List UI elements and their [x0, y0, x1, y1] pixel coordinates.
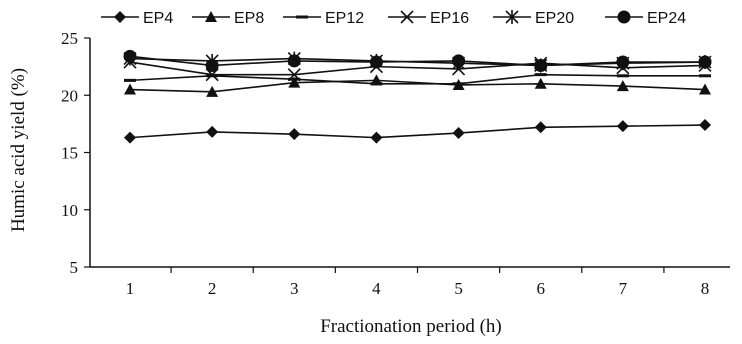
data-point-ep16 — [205, 68, 219, 82]
legend-label-ep20: EP20 — [535, 10, 574, 27]
x-tick-label: 1 — [126, 279, 135, 298]
data-point-ep8 — [206, 85, 219, 97]
legend-item-ep8: EP8 — [192, 10, 264, 27]
data-point-ep4 — [699, 119, 711, 132]
data-point-ep4 — [370, 131, 383, 144]
series-ep24 — [123, 49, 712, 72]
y-tick-label: 25 — [61, 29, 78, 48]
data-point-ep8 — [124, 83, 136, 95]
data-point-ep4 — [124, 131, 136, 144]
x-axis-ticks: 1 2 3 4 5 6 7 8 — [126, 267, 710, 298]
data-point-ep4 — [616, 120, 629, 133]
series-line-ep16 — [129, 61, 706, 76]
legend-marker-ep8 — [205, 11, 217, 22]
legend-label-ep8: EP8 — [234, 10, 264, 27]
series-ep8 — [124, 74, 711, 97]
legend-label-ep16: EP16 — [430, 10, 469, 27]
y-axis-ticks: 5 10 15 20 25 — [61, 29, 90, 277]
data-point-ep24 — [616, 55, 630, 69]
series-group — [123, 49, 712, 144]
y-tick-label: 15 — [61, 144, 78, 163]
data-point-ep24 — [698, 55, 712, 69]
y-tick-label: 20 — [61, 86, 78, 105]
data-point-ep24 — [452, 54, 466, 68]
x-axis-title: Fractionation period (h) — [320, 316, 502, 337]
data-point-ep8 — [616, 80, 629, 92]
x-tick-label: 3 — [290, 279, 299, 298]
legend-marker-ep20 — [505, 10, 519, 24]
legend-label-ep4: EP4 — [143, 10, 173, 27]
series-line-ep24 — [129, 55, 705, 67]
data-point-ep8 — [288, 76, 301, 88]
series-line-ep4 — [129, 124, 706, 139]
series-line-ep12 — [129, 73, 705, 85]
legend-item-ep4: EP4 — [101, 10, 173, 27]
x-tick-label: 4 — [372, 279, 381, 298]
x-tick-label: 2 — [208, 279, 217, 298]
data-point-ep16 — [287, 68, 301, 82]
x-tick-label: 5 — [454, 279, 463, 298]
x-tick-label: 8 — [701, 279, 710, 298]
legend-marker-ep4 — [114, 11, 126, 23]
x-tick-label: 7 — [619, 279, 628, 298]
data-point-ep24 — [123, 49, 137, 63]
data-point-ep24 — [534, 58, 548, 72]
series-ep4 — [124, 119, 711, 144]
legend-label-ep12: EP12 — [325, 10, 364, 27]
legend-item-ep24: EP24 — [605, 10, 686, 27]
data-point-ep24 — [369, 55, 383, 69]
x-tick-label: 6 — [536, 279, 545, 298]
y-tick-label: 10 — [61, 201, 78, 220]
legend-item-ep12: EP12 — [283, 10, 364, 27]
data-point-ep4 — [206, 125, 219, 138]
data-point-ep4 — [288, 128, 301, 141]
y-axis-title: Humic acid yield (%) — [8, 68, 29, 232]
legend-item-ep16: EP16 — [388, 10, 469, 27]
legend-label-ep24: EP24 — [647, 10, 686, 27]
data-point-ep4 — [534, 121, 547, 134]
data-point-ep24 — [205, 58, 219, 72]
data-point-ep24 — [287, 54, 301, 68]
series-line-ep8 — [129, 79, 706, 93]
data-point-ep8 — [534, 77, 547, 89]
legend: EP4 EP8 EP12 EP16 EP20 EP24 — [101, 10, 686, 27]
plot-area: 5 10 15 20 25 1 2 3 4 5 6 7 8 — [61, 29, 730, 298]
y-tick-label: 5 — [70, 258, 79, 277]
data-point-ep4 — [452, 127, 465, 140]
data-point-ep8 — [699, 83, 711, 95]
legend-item-ep20: EP20 — [493, 10, 574, 27]
legend-marker-ep24 — [617, 10, 631, 24]
legend-marker-ep16 — [400, 10, 414, 24]
